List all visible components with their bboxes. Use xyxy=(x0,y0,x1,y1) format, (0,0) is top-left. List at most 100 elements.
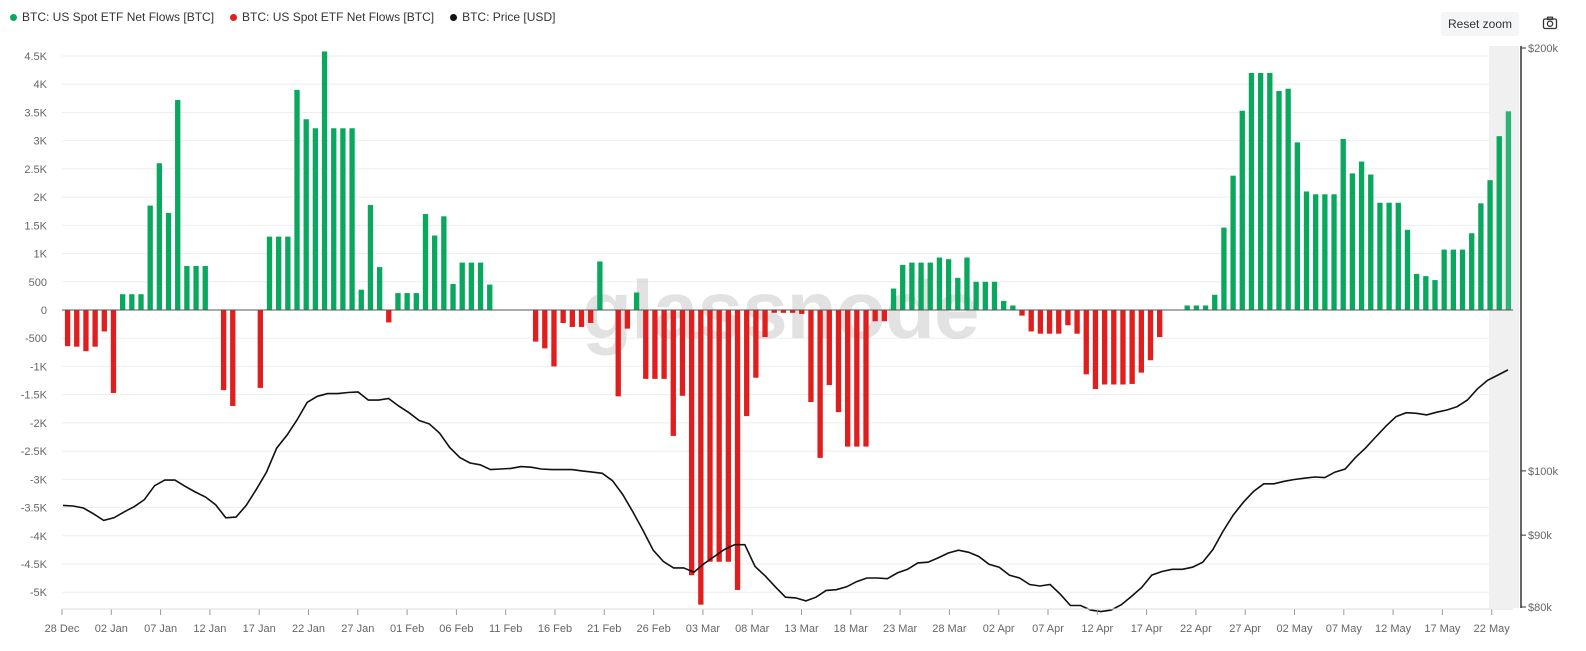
inflow-bar xyxy=(909,262,915,310)
inflow-bar xyxy=(468,262,475,310)
outflow-bar xyxy=(230,310,236,406)
outflow-bar xyxy=(101,310,107,332)
outflow-bar xyxy=(652,310,658,379)
right-tick-label: $200k xyxy=(1528,43,1558,55)
outflow-bar xyxy=(1120,310,1126,385)
outflow-bar xyxy=(725,310,732,562)
legend-label-outflows: BTC: US Spot ETF Net Flows [BTC] xyxy=(242,10,435,24)
x-axis-ticks: 28 Dec 02 Jan 07 Jan 12 Jan 17 Jan 22 Jan 27 J… xyxy=(45,608,1513,635)
inflow-bar xyxy=(927,262,933,310)
outflow-bar xyxy=(220,310,227,391)
inflow-bar xyxy=(964,257,970,310)
chart-legend: BTC: US Spot ETF Net Flows [BTC] BTC: US… xyxy=(10,10,555,24)
inflow-bar xyxy=(1441,249,1447,310)
inflow-bar xyxy=(285,236,291,310)
left-tick-label: -5K xyxy=(30,587,48,599)
x-tick-label: 06 Feb xyxy=(439,623,473,635)
outflow-bar xyxy=(826,310,832,386)
right-tick-label: $80k xyxy=(1528,602,1552,614)
x-tick-label: 03 Mar xyxy=(686,623,721,635)
outflow-bar xyxy=(734,310,741,590)
outflow-bar xyxy=(799,310,805,314)
outflow-bar xyxy=(643,310,649,379)
inflow-bar xyxy=(1340,138,1346,310)
outflow-bar xyxy=(753,310,759,378)
left-tick-label: 4K xyxy=(34,79,48,91)
inflow-bar xyxy=(1377,202,1383,310)
camera-icon[interactable] xyxy=(1542,15,1558,31)
legend-dot-black xyxy=(450,13,458,21)
inflow-bar xyxy=(1230,175,1236,310)
inflow-bar xyxy=(1432,280,1438,310)
inflow-bar xyxy=(367,205,374,310)
outflow-bar xyxy=(615,310,621,397)
outflow-bar xyxy=(624,310,631,329)
outflow-bar xyxy=(863,310,869,447)
outflow-bar xyxy=(771,310,777,313)
outflow-bar xyxy=(688,310,695,576)
x-tick-label: 12 Jan xyxy=(193,623,226,635)
inflow-bar xyxy=(413,293,419,310)
inflow-bar xyxy=(597,261,603,310)
inflow-bar xyxy=(303,119,309,311)
inflow-bar xyxy=(918,262,924,310)
x-tick-label: 22 Apr xyxy=(1180,623,1212,635)
x-tick-label: 27 Apr xyxy=(1229,623,1261,635)
outflow-bar xyxy=(560,310,566,323)
reset-zoom-button[interactable]: Reset zoom xyxy=(1441,12,1519,36)
outflow-bar xyxy=(1111,310,1117,385)
inflow-bar xyxy=(900,264,906,310)
legend-label-price: BTC: Price [USD] xyxy=(462,10,556,24)
inflow-bar xyxy=(1212,294,1218,310)
legend-item-inflows[interactable]: BTC: US Spot ETF Net Flows [BTC] xyxy=(10,10,214,24)
left-tick-label: 2.5K xyxy=(24,164,47,176)
outflow-bar xyxy=(762,310,768,338)
inflow-bar xyxy=(1478,203,1484,310)
inflow-bar xyxy=(1239,110,1245,310)
outflow-bar xyxy=(744,310,750,417)
flow-bars xyxy=(64,51,1512,605)
outflow-bar xyxy=(83,310,89,352)
inflow-bar xyxy=(1267,72,1273,310)
left-axis-ticks: 4.5K 4K 3.5K 3K 2.5K 2K 1.5K 1K 500 0 -500 -1K -1.5K… xyxy=(21,51,48,599)
x-tick-label: 23 Mar xyxy=(883,623,918,635)
inflow-bar xyxy=(1221,227,1227,310)
price-line xyxy=(62,369,1509,613)
outflow-bar xyxy=(64,310,71,347)
x-tick-label: 27 Jan xyxy=(341,623,374,635)
outflow-bar xyxy=(817,310,823,458)
legend-item-price[interactable]: BTC: Price [USD] xyxy=(450,10,555,24)
inflow-bar xyxy=(321,51,328,311)
left-tick-label: -4.5K xyxy=(21,559,48,571)
inflow-bar xyxy=(982,281,988,310)
left-tick-label: -2K xyxy=(30,418,48,430)
inflow-bar xyxy=(487,284,493,310)
outflow-bar xyxy=(670,310,676,436)
x-tick-label: 12 May xyxy=(1375,623,1412,635)
inflow-bar xyxy=(165,212,172,310)
right-axis-ticks: $200k $100k $90k $80k xyxy=(1521,43,1558,614)
outflow-bar xyxy=(881,310,888,322)
x-tick-label: 22 May xyxy=(1474,623,1511,635)
inflow-bar xyxy=(1413,273,1420,310)
left-tick-label: -3K xyxy=(30,474,48,486)
inflow-bar xyxy=(1001,300,1007,310)
left-tick-label: -3.5K xyxy=(21,503,48,515)
inflow-bar xyxy=(890,288,897,310)
outflow-bar xyxy=(1092,310,1099,390)
outflow-bar xyxy=(835,310,842,413)
inflow-bar xyxy=(358,289,364,310)
inflow-bar xyxy=(1313,194,1319,310)
outflow-bar xyxy=(532,310,539,342)
inflow-bar xyxy=(276,236,282,310)
legend-item-outflows[interactable]: BTC: US Spot ETF Net Flows [BTC] xyxy=(230,10,434,24)
outflow-bar xyxy=(1157,310,1163,338)
left-tick-label: 3K xyxy=(34,136,48,148)
inflow-bar xyxy=(945,259,952,310)
inflow-bar xyxy=(1395,202,1401,310)
inflow-bar xyxy=(294,89,300,310)
x-tick-label: 28 Mar xyxy=(932,623,967,635)
x-tick-label: 01 Feb xyxy=(390,623,424,635)
left-tick-label: 2K xyxy=(34,192,48,204)
